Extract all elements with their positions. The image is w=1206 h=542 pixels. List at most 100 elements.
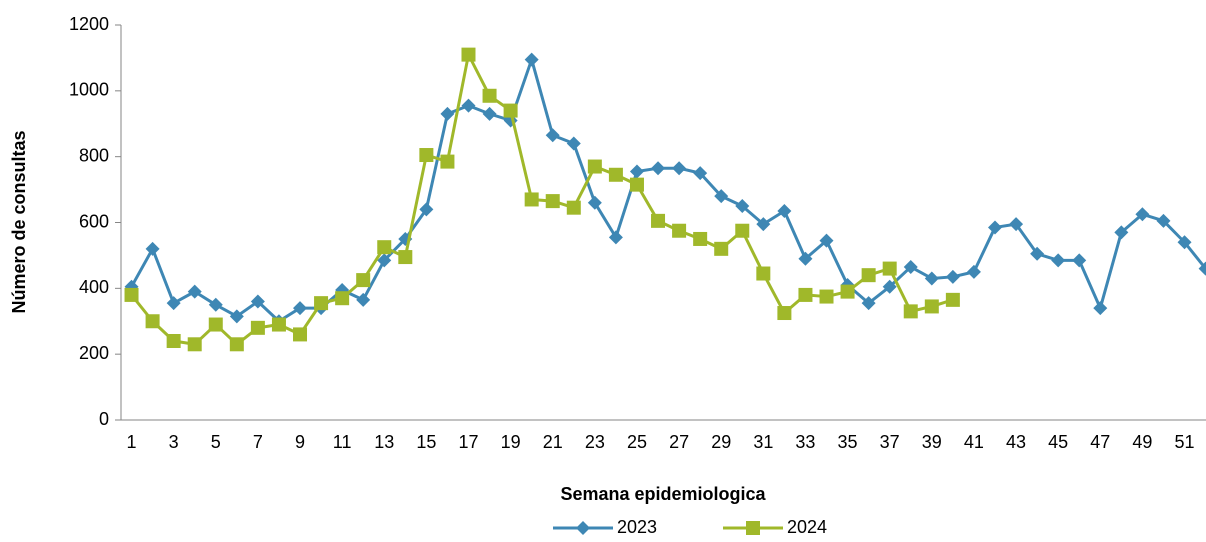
marker [440,106,455,121]
marker [945,292,960,307]
marker [587,195,602,210]
marker [651,161,666,176]
marker [356,292,371,307]
x-tick-label: 1 [127,432,137,452]
marker [1177,235,1192,250]
y-tick-label: 0 [99,409,109,429]
marker [840,284,855,299]
marker [924,299,939,314]
marker [1114,225,1129,240]
marker [629,177,644,192]
marker [482,106,497,121]
marker [461,98,476,113]
marker [714,189,729,204]
marker [1051,253,1066,268]
x-tick-label: 25 [627,432,647,452]
marker [545,194,560,209]
x-tick-label: 5 [211,432,221,452]
marker [293,301,308,316]
marker [576,521,590,535]
marker [882,261,897,276]
marker [229,337,244,352]
marker [377,253,392,268]
x-tick-label: 13 [374,432,394,452]
marker [1156,213,1171,228]
x-tick-label: 35 [838,432,858,452]
y-tick-label: 1000 [69,80,109,100]
marker [608,167,623,182]
marker [145,314,160,329]
marker [756,266,771,281]
marker [861,296,876,311]
marker [693,166,708,181]
marker [166,296,181,311]
marker [566,136,581,151]
marker [250,320,265,335]
y-axis-title: Número de consultas [9,130,29,313]
marker [356,273,371,288]
marker [903,259,918,274]
marker [461,47,476,62]
marker [482,88,497,103]
x-tick-label: 27 [669,432,689,452]
x-tick-label: 21 [543,432,563,452]
marker [314,296,329,311]
marker [271,317,286,332]
marker [335,291,350,306]
x-tick-label: 33 [795,432,815,452]
marker [903,304,918,319]
marker [398,250,413,265]
marker [545,128,560,143]
x-tick-label: 11 [333,432,352,452]
marker [208,317,223,332]
marker [777,306,792,321]
series-line [130,58,1206,323]
x-tick-label: 29 [711,432,731,452]
marker [524,52,539,67]
marker [735,199,750,214]
marker [945,269,960,284]
marker [651,213,666,228]
marker [1135,207,1150,222]
x-tick-label: 3 [169,432,179,452]
marker [672,223,687,238]
y-tick-label: 800 [79,145,109,165]
marker [777,203,792,218]
marker [229,309,244,324]
x-tick-label: 17 [458,432,478,452]
y-tick-label: 1200 [69,14,109,34]
marker [503,103,518,118]
x-tick-label: 15 [416,432,436,452]
x-tick-label: 47 [1090,432,1110,452]
marker [587,159,602,174]
marker [882,279,897,294]
marker [798,287,813,302]
marker [746,521,760,535]
marker [250,294,265,309]
x-tick-label: 7 [253,432,263,452]
marker [440,154,455,169]
legend-label: 2023 [617,517,657,537]
legend-label: 2024 [787,517,827,537]
x-tick-label: 41 [964,432,984,452]
marker [672,161,687,176]
marker [1009,217,1024,232]
marker [419,148,434,163]
marker [377,240,392,255]
marker [566,200,581,215]
x-tick-label: 45 [1048,432,1068,452]
x-tick-label: 31 [753,432,773,452]
marker [819,289,834,304]
x-tick-label: 9 [295,432,305,452]
marker [714,241,729,256]
marker [987,220,1002,235]
marker [187,284,202,299]
marker [208,297,223,312]
marker [145,241,160,256]
marker [1030,246,1045,261]
marker [187,337,202,352]
marker [608,230,623,245]
marker [735,223,750,238]
